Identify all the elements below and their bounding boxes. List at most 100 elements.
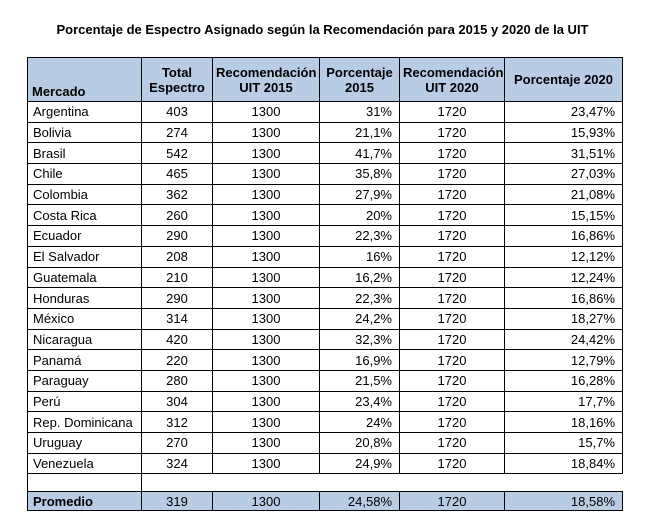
cell-percentage-2015: 16,2% xyxy=(319,266,400,289)
cell-percentage-2015: 20,8% xyxy=(319,432,400,454)
cell-recommendation-2015: 1300 xyxy=(212,349,320,371)
cell-market: Venezuela xyxy=(27,452,142,475)
cell-percentage-2020: 27,03% xyxy=(504,163,623,185)
cell-recommendation-2020: 1720 xyxy=(399,349,505,371)
cell-market: Brasil xyxy=(27,142,142,165)
cell-percentage-2015: 35,8% xyxy=(319,163,400,185)
cell-percentage-2015: 22,3% xyxy=(319,287,400,309)
average-cell-percentage-2020: 18,58% xyxy=(504,491,623,512)
cell-percentage-2020: 24,42% xyxy=(504,328,623,351)
cell-percentage-2020: 17,7% xyxy=(504,390,623,413)
cell-total-spectrum: 465 xyxy=(141,163,213,185)
table-body: Argentina 403 1300 31% 1720 23,47% Bolivia 274 1… xyxy=(27,101,623,512)
cell-recommendation-2020: 1720 xyxy=(399,183,505,206)
table-row: México 314 1300 24,2% 1720 18,27% xyxy=(27,307,623,330)
cell-percentage-2020: 23,47% xyxy=(504,101,623,123)
spacer-row xyxy=(27,473,623,493)
average-cell-market: Promedio xyxy=(27,491,142,512)
cell-total-spectrum: 420 xyxy=(141,328,213,351)
cell-recommendation-2015: 1300 xyxy=(212,183,320,206)
cell-percentage-2015: 16,9% xyxy=(319,349,400,371)
cell-total-spectrum: 362 xyxy=(141,183,213,206)
average-cell-recommendation-2020: 1720 xyxy=(399,491,505,512)
cell-recommendation-2020: 1720 xyxy=(399,390,505,413)
cell-recommendation-2015: 1300 xyxy=(212,432,320,454)
cell-recommendation-2020: 1720 xyxy=(399,307,505,330)
table-row: Perú 304 1300 23,4% 1720 17,7% xyxy=(27,390,623,413)
cell-total-spectrum: 304 xyxy=(141,390,213,413)
cell-total-spectrum: 290 xyxy=(141,287,213,309)
cell-recommendation-2015: 1300 xyxy=(212,163,320,185)
cell-percentage-2020: 15,7% xyxy=(504,432,623,454)
cell-recommendation-2015: 1300 xyxy=(212,307,320,330)
cell-recommendation-2015: 1300 xyxy=(212,390,320,413)
cell-market: Chile xyxy=(27,163,142,185)
cell-market: El Salvador xyxy=(27,245,142,268)
cell-recommendation-2020: 1720 xyxy=(399,411,505,433)
spectrum-table: Mercado Total Espectro Recomendación UIT… xyxy=(27,57,623,512)
cell-recommendation-2020: 1720 xyxy=(399,101,505,123)
cell-percentage-2015: 21,1% xyxy=(319,121,400,144)
cell-total-spectrum: 314 xyxy=(141,307,213,330)
cell-recommendation-2015: 1300 xyxy=(212,142,320,165)
table-row: Argentina 403 1300 31% 1720 23,47% xyxy=(27,101,623,123)
cell-percentage-2020: 18,16% xyxy=(504,411,623,433)
cell-market: México xyxy=(27,307,142,330)
table-row: Ecuador 290 1300 22,3% 1720 16,86% xyxy=(27,225,623,247)
cell-percentage-2020: 12,24% xyxy=(504,266,623,289)
table-row: Uruguay 270 1300 20,8% 1720 15,7% xyxy=(27,432,623,454)
cell-percentage-2015: 24,9% xyxy=(319,452,400,475)
cell-percentage-2015: 32,3% xyxy=(319,328,400,351)
table-row: Brasil 542 1300 41,7% 1720 31,51% xyxy=(27,142,623,165)
cell-percentage-2015: 24% xyxy=(319,411,400,433)
header-total-spectrum: Total Espectro xyxy=(141,57,213,102)
table-row: Honduras 290 1300 22,3% 1720 16,86% xyxy=(27,287,623,309)
table-row: Panamá 220 1300 16,9% 1720 12,79% xyxy=(27,349,623,371)
header-recommendation-2015: Recomendación UIT 2015 xyxy=(212,57,320,102)
cell-total-spectrum: 542 xyxy=(141,142,213,165)
cell-percentage-2015: 27,9% xyxy=(319,183,400,206)
table-row: El Salvador 208 1300 16% 1720 12,12% xyxy=(27,245,623,268)
table-row: Chile 465 1300 35,8% 1720 27,03% xyxy=(27,163,623,185)
cell-percentage-2015: 24,2% xyxy=(319,307,400,330)
cell-recommendation-2015: 1300 xyxy=(212,266,320,289)
cell-market: Nicaragua xyxy=(27,328,142,351)
cell-total-spectrum: 270 xyxy=(141,432,213,454)
table-row: Costa Rica 260 1300 20% 1720 15,15% xyxy=(27,204,623,227)
cell-percentage-2015: 16% xyxy=(319,245,400,268)
cell-market: Panamá xyxy=(27,349,142,371)
table-title: Porcentaje de Espectro Asignado según la… xyxy=(56,22,589,37)
cell-recommendation-2020: 1720 xyxy=(399,121,505,144)
cell-recommendation-2015: 1300 xyxy=(212,204,320,227)
cell-total-spectrum: 210 xyxy=(141,266,213,289)
cell-percentage-2020: 31,51% xyxy=(504,142,623,165)
cell-recommendation-2015: 1300 xyxy=(212,369,320,392)
cell-total-spectrum: 274 xyxy=(141,121,213,144)
cell-total-spectrum: 208 xyxy=(141,245,213,268)
cell-recommendation-2015: 1300 xyxy=(212,452,320,475)
header-percentage-2015: Porcentaje 2015 xyxy=(319,57,400,102)
cell-market: Guatemala xyxy=(27,266,142,289)
header-row: Mercado Total Espectro Recomendación UIT… xyxy=(27,57,623,102)
cell-recommendation-2015: 1300 xyxy=(212,245,320,268)
cell-percentage-2020: 15,15% xyxy=(504,204,623,227)
cell-percentage-2020: 12,12% xyxy=(504,245,623,268)
cell-percentage-2015: 41,7% xyxy=(319,142,400,165)
table-row: Venezuela 324 1300 24,9% 1720 18,84% xyxy=(27,452,623,475)
cell-market: Rep. Dominicana xyxy=(27,411,142,433)
table-row: Rep. Dominicana 312 1300 24% 1720 18,16% xyxy=(27,411,623,433)
cell-percentage-2015: 22,3% xyxy=(319,225,400,247)
cell-market: Honduras xyxy=(27,287,142,309)
cell-market: Bolivia xyxy=(27,121,142,144)
cell-percentage-2020: 18,84% xyxy=(504,452,623,475)
cell-recommendation-2015: 1300 xyxy=(212,121,320,144)
table-row: Nicaragua 420 1300 32,3% 1720 24,42% xyxy=(27,328,623,351)
cell-percentage-2015: 31% xyxy=(319,101,400,123)
cell-recommendation-2020: 1720 xyxy=(399,225,505,247)
header-percentage-2020: Porcentaje 2020 xyxy=(504,57,623,102)
cell-percentage-2020: 12,79% xyxy=(504,349,623,371)
cell-percentage-2015: 23,4% xyxy=(319,390,400,413)
cell-recommendation-2020: 1720 xyxy=(399,328,505,351)
cell-recommendation-2015: 1300 xyxy=(212,225,320,247)
cell-recommendation-2015: 1300 xyxy=(212,101,320,123)
